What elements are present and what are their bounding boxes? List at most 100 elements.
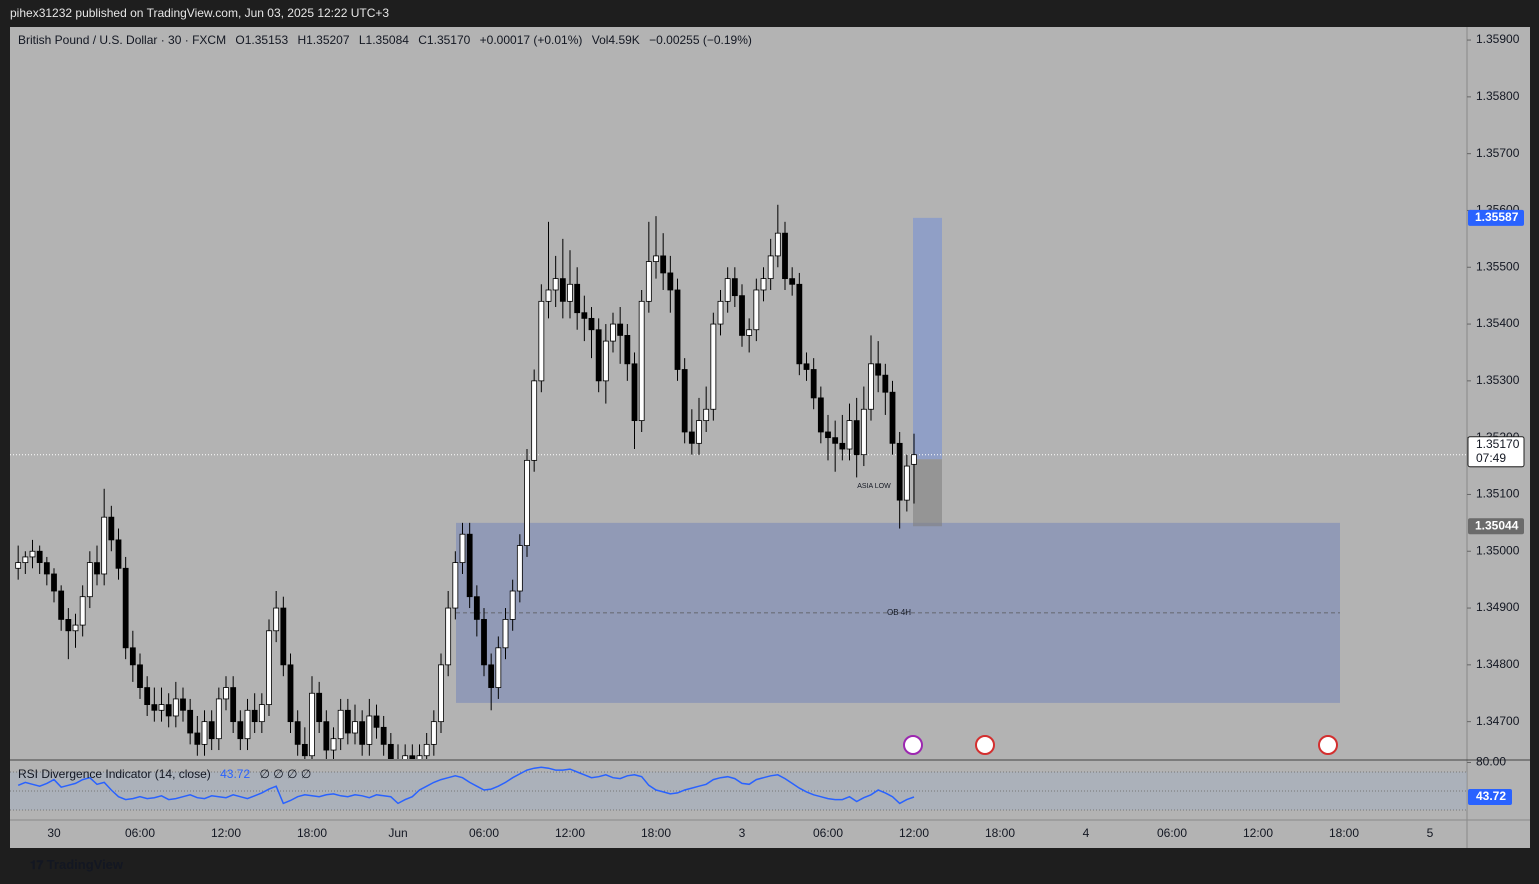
candle-body (445, 607, 452, 666)
candle-body (251, 709, 258, 723)
legend-volume: Vol4.59K (592, 33, 640, 47)
candle-body (180, 698, 186, 711)
candle-body (473, 596, 480, 620)
candle-body (653, 255, 659, 262)
legend-low: L1.35084 (359, 33, 409, 47)
brand-name: TradingView (47, 857, 124, 872)
candle-body (502, 619, 509, 649)
y-tick-label: 1.35700 (1476, 146, 1520, 160)
header: pihex31232 published on TradingView.com,… (10, 6, 389, 20)
symbol: British Pound / U.S. Dollar · 30 · FXCM (18, 33, 226, 47)
x-tick-label: 06:00 (469, 826, 499, 840)
x-tick-label: 12:00 (555, 826, 585, 840)
candle-body (137, 664, 143, 688)
candle-body (36, 550, 43, 564)
candle-body (796, 283, 803, 365)
candle-body (151, 704, 158, 711)
rsi-line (17, 766, 915, 805)
candle-body (86, 562, 93, 598)
x-tick-label: 5 (1427, 826, 1434, 840)
candle-body (452, 562, 459, 609)
x-tick-label: 30 (47, 826, 61, 840)
candle-body (58, 590, 65, 620)
target-tag-bg (1468, 209, 1524, 226)
y-tick-label: 1.35300 (1476, 373, 1520, 387)
candle-body (860, 408, 867, 456)
rsi-title: RSI Divergence Indicator (14, close) (18, 767, 211, 781)
candle-body (258, 704, 265, 723)
candle-body (316, 692, 323, 723)
candle-body (567, 283, 573, 302)
candle-body (301, 743, 308, 757)
candle-body (423, 743, 430, 757)
candle-body (724, 278, 731, 302)
stop-zone (913, 459, 942, 527)
candle-body (588, 317, 595, 331)
last-price-bg (1467, 436, 1525, 468)
candle-body (373, 715, 380, 728)
candle-body (889, 391, 896, 444)
candle-body (903, 465, 910, 501)
candle-body (165, 704, 172, 717)
rsi-tag-bg (1468, 788, 1512, 805)
x-tick-label: 18:00 (985, 826, 1015, 840)
stop-tag: 1.35044 (1475, 518, 1519, 532)
brand: 𝟏𝟕 TradingView (30, 857, 124, 872)
candle-body (115, 539, 122, 569)
x-tick-label: 06:00 (1157, 826, 1187, 840)
candle-body (366, 715, 373, 745)
candle-body (352, 721, 358, 734)
legend-change2: −0.00255 (−0.19%) (649, 33, 752, 47)
candle-body (667, 272, 674, 291)
legend-close: C1.35170 (418, 33, 470, 47)
x-tick-label: 18:00 (1329, 826, 1359, 840)
event-icon (1318, 735, 1338, 755)
candle-body (509, 590, 516, 620)
candle-body (581, 312, 588, 319)
candle-body (416, 755, 423, 759)
rsi-value: 43.72 (220, 767, 250, 781)
legend: British Pound / U.S. Dollar · 30 · FXCM … (18, 33, 752, 47)
candle-body (839, 442, 846, 450)
candle-body (789, 278, 796, 285)
y-tick-label: 1.35500 (1476, 259, 1520, 273)
candle-body (380, 726, 387, 745)
candle-body (552, 278, 559, 291)
candle-body (660, 255, 667, 274)
rsi-tag: 43.72 (1476, 789, 1506, 803)
candle-body (516, 545, 523, 592)
candle-body (688, 431, 695, 444)
rsi-tick-label: 80.00 (1476, 755, 1506, 769)
candle-body (868, 363, 874, 410)
legend-open: O1.35153 (235, 33, 288, 47)
candle-body (825, 431, 831, 439)
y-tick-label: 1.34700 (1476, 714, 1520, 728)
last-price-tag: 1.35170 (1476, 437, 1520, 451)
main-pane: OB 4H ASIA LOW (10, 204, 1467, 759)
candle-body (696, 420, 702, 444)
candle-body (230, 687, 237, 723)
candle-body (208, 721, 215, 740)
x-tick-label: 12:00 (899, 826, 929, 840)
candle-body (402, 755, 409, 759)
x-tick-label: 4 (1083, 826, 1090, 840)
candle-body (495, 647, 502, 688)
candle-body (782, 232, 788, 280)
legend-change: +0.00017 (+0.01%) (480, 33, 583, 47)
candle-body (309, 692, 315, 757)
candle-body (602, 340, 609, 382)
x-tick-label: 06:00 (125, 826, 155, 840)
candle-body (194, 732, 201, 745)
candle-body (294, 721, 301, 745)
candle-body (158, 704, 165, 711)
candle-body (645, 261, 652, 302)
candle-body (545, 289, 552, 302)
candle-body (244, 709, 251, 740)
candle-body (638, 300, 645, 422)
candle-body (559, 278, 566, 302)
candle-body (774, 232, 781, 257)
candle-body (79, 596, 86, 626)
event-icon (903, 735, 923, 755)
